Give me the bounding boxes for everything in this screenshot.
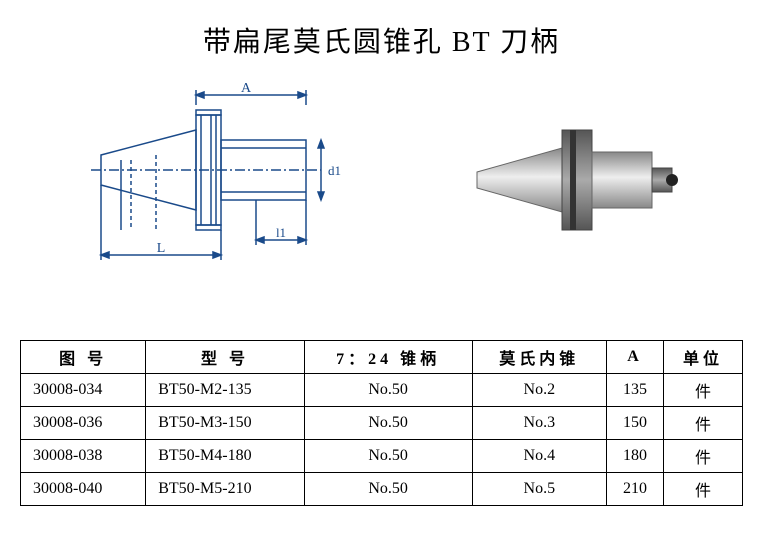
svg-text:A: A [241, 81, 252, 96]
table-cell: 件 [663, 473, 742, 506]
spec-table: 图 号型 号7：24 锥柄莫氏内锥A单位 30008-034BT50-M2-13… [20, 340, 743, 506]
table-cell: 30008-040 [21, 473, 146, 506]
col-header: 图 号 [21, 341, 146, 374]
table-cell: No.2 [472, 374, 607, 407]
technical-drawing: A d1 [76, 80, 356, 280]
svg-text:l1: l1 [276, 225, 286, 240]
table-cell: 135 [607, 374, 664, 407]
table-cell: BT50-M3-150 [146, 407, 305, 440]
col-header: 7：24 锥柄 [304, 341, 472, 374]
page-title: 带扁尾莫氏圆锥孔 BT 刀柄 [20, 20, 743, 60]
table-cell: No.4 [472, 440, 607, 473]
table-cell: BT50-M2-135 [146, 374, 305, 407]
col-header: 型 号 [146, 341, 305, 374]
table-cell: 件 [663, 374, 742, 407]
table-row: 30008-036BT50-M3-150No.50No.3150件 [21, 407, 743, 440]
table-cell: 30008-038 [21, 440, 146, 473]
table-cell: No.50 [304, 407, 472, 440]
table-cell: 30008-036 [21, 407, 146, 440]
col-header: 莫氏内锥 [472, 341, 607, 374]
table-cell: 件 [663, 440, 742, 473]
table-row: 30008-038BT50-M4-180No.50No.4180件 [21, 440, 743, 473]
diagram-row: A d1 [20, 80, 743, 280]
table-cell: 180 [607, 440, 664, 473]
table-cell: BT50-M5-210 [146, 473, 305, 506]
col-header: A [607, 341, 664, 374]
table-row: 30008-034BT50-M2-135No.50No.2135件 [21, 374, 743, 407]
table-cell: 210 [607, 473, 664, 506]
table-cell: No.3 [472, 407, 607, 440]
table-cell: 件 [663, 407, 742, 440]
col-header: 单位 [663, 341, 742, 374]
table-row: 30008-040BT50-M5-210No.50No.5210件 [21, 473, 743, 506]
table-cell: No.50 [304, 473, 472, 506]
table-cell: No.5 [472, 473, 607, 506]
table-cell: BT50-M4-180 [146, 440, 305, 473]
svg-text:d1: d1 [328, 163, 341, 178]
table-cell: No.50 [304, 374, 472, 407]
table-cell: 150 [607, 407, 664, 440]
table-cell: No.50 [304, 440, 472, 473]
product-photo [467, 110, 687, 250]
svg-text:L: L [156, 241, 165, 256]
table-cell: 30008-034 [21, 374, 146, 407]
